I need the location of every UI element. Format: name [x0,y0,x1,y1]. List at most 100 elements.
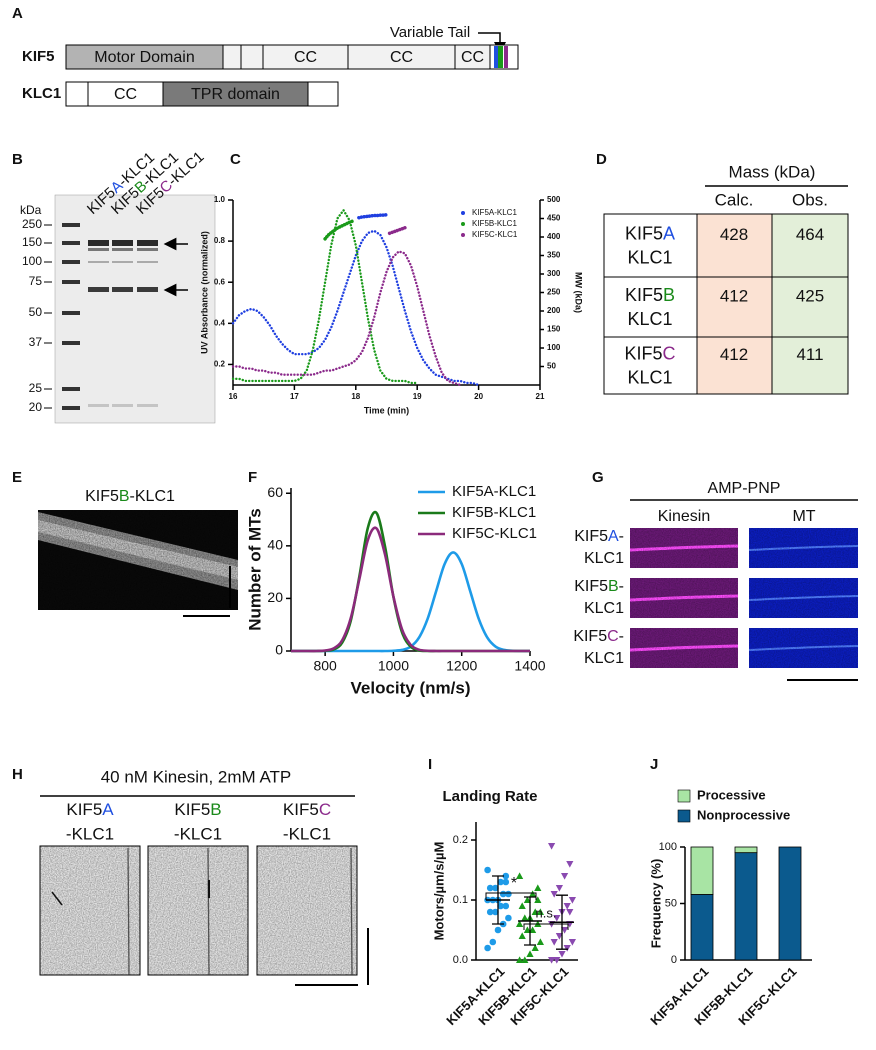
data-point [550,891,558,898]
gel-band [88,404,109,407]
bracket [523,923,569,930]
data-point [536,938,544,945]
y2-tick-label: 100 [547,343,561,352]
label-part: B [663,285,675,305]
data-point [518,902,526,909]
x-tick-label: 1200 [446,658,477,674]
lane-name: KIF5A [66,800,114,819]
label-part: KIF5 [574,578,608,595]
cell-value: 412 [720,286,748,305]
data-point [521,914,529,921]
data-point [555,933,563,940]
y-tick-label: 0.0 [453,954,468,966]
label-part: KIF5 [85,488,119,505]
data-point [502,872,510,880]
bar [734,846,758,854]
image-title: KIF5B-KLC1 [85,488,175,505]
y2-tick-label: 400 [547,232,561,241]
data-point [563,903,571,910]
data-point [561,873,569,880]
annotation: * [511,875,517,892]
label-part: -KLC1 [130,488,175,505]
y2-tick-label: 450 [547,214,561,223]
protein-name: KLC1 [22,85,61,102]
label-part: KIF5 [574,528,608,545]
label-part: B [210,800,221,819]
data-point [534,884,542,891]
data-point [486,908,494,916]
kymo-streak [51,891,63,906]
label-part: KIF5 [66,800,102,819]
x-tick-label: 1400 [514,658,545,674]
legend-label: KIF5B-KLC1 [452,504,536,521]
label-part: A [608,528,619,545]
table-frame [603,213,849,395]
label-part: B [608,578,619,595]
y2-tick-label: 350 [547,251,561,260]
data-point [548,957,556,964]
domain-label: CC [294,49,317,66]
data-point [518,932,526,939]
cell [772,214,848,277]
image-noise [630,528,738,568]
y-tick-label: 20 [267,589,283,605]
tail-stripe [504,46,508,68]
lane-subunit: -KLC1 [174,824,222,843]
data-point [492,908,499,916]
column-header: Obs. [792,190,828,209]
y-tick-label: 1.0 [214,195,226,204]
tail-label: Variable Tail [390,24,470,41]
kymo-noise [38,510,238,610]
gel-band [112,261,133,263]
table-header: Mass (kDa) [729,162,816,181]
marker-label: 250 [22,217,42,231]
data-point [484,866,491,874]
x-axis-label: Time (min) [364,405,409,415]
panel-label: I [428,756,432,773]
cell-value: 412 [720,345,748,364]
data-point [566,861,574,868]
series-line [231,250,462,387]
image-noise [749,578,858,618]
tail-stripe [494,46,498,68]
label-part: C [663,343,676,363]
panel-label: E [12,469,22,486]
data-point [526,950,534,957]
legend-swatch [677,809,691,823]
series-line [387,226,407,236]
gel-band [137,261,158,263]
label-part: KIF5 [625,285,663,305]
y-tick-label: 100 [659,841,677,853]
gel-band [88,287,109,292]
data-point [484,944,491,952]
legend-label: Processive [697,787,766,802]
y-tick-label: 50 [665,897,677,909]
x-tick-label: 17 [290,392,299,401]
gel-band [112,240,133,246]
data-point [561,927,569,934]
bar [690,846,714,895]
data-point [553,915,561,922]
cell [772,277,848,337]
domain-label: TPR domain [191,86,280,103]
data-point [497,878,504,886]
row-subunit: KLC1 [627,247,672,267]
label-part: - [619,528,624,545]
label-part: KIF5 [283,800,319,819]
data-point [494,926,502,934]
y2-axis-label: MW (kDa) [574,272,584,313]
x-tick-label: 20 [474,392,483,401]
kymo-streak [207,847,210,976]
data-point [521,956,529,963]
domain [240,44,264,70]
domain-label: CC [114,86,137,103]
y-tick-label: 0.6 [214,277,226,286]
label-part: KIF5 [174,800,210,819]
y-tick-label: 0.1 [453,894,468,906]
series-line [290,526,530,653]
x-tick-label: 16 [229,392,238,401]
lane-subunit: -KLC1 [66,824,114,843]
legend-label: Nonprocessive [697,807,790,822]
ladder-band [62,260,80,264]
